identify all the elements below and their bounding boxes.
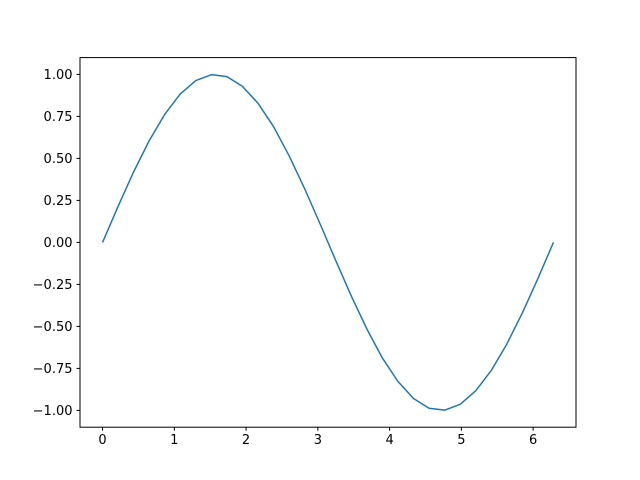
x-tick-label: 0 [98,433,106,448]
x-tick-label: 1 [170,433,178,448]
y-tick-label: −0.25 [33,278,73,293]
x-tick-label: 3 [314,433,322,448]
y-tick-label: 0.50 [44,152,73,167]
x-tick-label: 2 [242,433,250,448]
x-tick-label: 5 [457,433,465,448]
y-tick-label: 0.75 [44,110,73,125]
y-tick-label: −0.50 [33,320,73,335]
y-tick-label: 1.00 [44,68,73,83]
y-tick-label: −0.75 [33,362,73,377]
x-tick-label: 6 [529,433,537,448]
y-tick-label: 0.00 [44,236,73,251]
plot-line-sin(x) [101,73,555,411]
x-tick-label: 4 [385,433,393,448]
y-tick-label: 0.25 [44,194,73,209]
y-tick-label: −1.00 [33,404,73,419]
